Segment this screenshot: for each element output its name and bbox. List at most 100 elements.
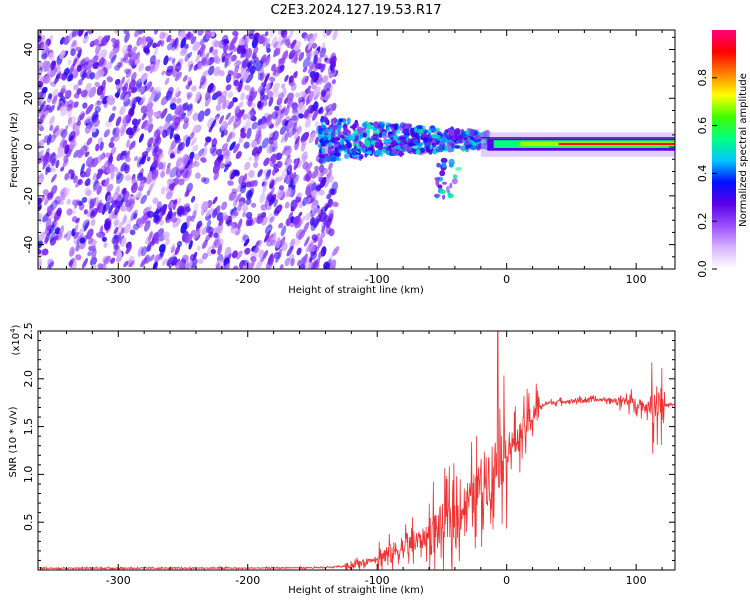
heatmap-cell [201, 225, 210, 235]
x-tick-label: -200 [235, 273, 260, 286]
heatmap-cell [190, 215, 195, 222]
heatmap-cell [113, 226, 119, 235]
heatmap-cell [43, 236, 49, 245]
heatmap-cell [347, 135, 352, 141]
heatmap-cell [132, 223, 140, 231]
heatmap-cell [251, 37, 259, 49]
snr-scale-exponent: 4 [9, 328, 17, 333]
heatmap-cell [96, 199, 102, 207]
heatmap-cell [344, 153, 350, 160]
heatmap-cell [94, 69, 103, 80]
heatmap-cell [317, 107, 324, 115]
heatmap-cell [153, 136, 162, 148]
heatmap-cell [311, 32, 318, 43]
heatmap-cell [289, 30, 294, 38]
heatmap-cell [378, 132, 383, 138]
heatmap-cell [429, 145, 433, 150]
heatmap-cell [240, 127, 245, 134]
heatmap-cell [181, 168, 189, 178]
heatmap-cell [86, 156, 93, 165]
heatmap-cell [193, 251, 198, 260]
heatmap-cell [141, 246, 148, 257]
y-tick-label: 0 [22, 144, 35, 151]
heatmap-cell [92, 55, 99, 64]
heatmap-cell [59, 49, 66, 60]
heatmap-cell [311, 189, 319, 199]
heatmap-cell [242, 71, 249, 82]
heatmap-cell [170, 256, 178, 266]
heatmap-cell [169, 153, 176, 159]
heatmap-cell [253, 161, 259, 168]
heatmap-cell [51, 157, 56, 167]
heatmap-cell [320, 63, 326, 73]
heatmap-cell [144, 220, 151, 232]
heatmap-cell [396, 129, 401, 134]
heatmap-cell [233, 143, 240, 154]
heatmap-cell [243, 141, 250, 149]
heatmap-cell [271, 155, 277, 165]
heatmap-cell [120, 126, 127, 137]
heatmap-cell [257, 72, 263, 81]
heatmap-cell [329, 188, 335, 195]
heatmap-cell [49, 115, 55, 125]
heatmap-cell [147, 137, 154, 147]
heatmap-cell [372, 130, 380, 135]
spectrogram-x-label: Height of straight line (km) [288, 285, 424, 296]
heatmap-cell [128, 255, 135, 263]
heatmap-cell [73, 84, 79, 91]
heatmap-cell [453, 174, 458, 180]
heatmap-cell [181, 31, 186, 38]
heatmap-cell [68, 142, 76, 150]
heatmap-cell [225, 112, 231, 120]
heatmap-cell [108, 204, 114, 214]
heatmap-cell [246, 261, 255, 269]
heatmap-cell [224, 129, 228, 136]
heatmap-cell [439, 170, 446, 177]
heatmap-cell [220, 131, 225, 138]
heatmap-cell [46, 67, 52, 78]
heatmap-cell [310, 250, 318, 260]
heatmap-cell [39, 213, 44, 224]
heatmap-cell [120, 205, 127, 212]
heatmap-cell [221, 201, 228, 211]
heatmap-cell [66, 208, 73, 216]
heatmap-cell [244, 247, 251, 255]
spectrogram-y-label: Frequency (Hz) [9, 112, 20, 188]
heatmap-cell [307, 38, 313, 50]
heatmap-cell [240, 92, 245, 101]
heatmap-cell [229, 131, 236, 139]
heatmap-cell [200, 57, 208, 66]
snr-ticks: -300 -200 -100 0 100 0.5 1.0 1.5 2.0 2.5 [22, 322, 675, 587]
heatmap-cell [120, 227, 125, 235]
heatmap-cell [145, 65, 151, 72]
heatmap-cell [120, 150, 128, 161]
heatmap-cell [46, 133, 52, 146]
heatmap-cell [131, 103, 136, 111]
heatmap-cell [233, 265, 239, 269]
heatmap-cell [237, 218, 243, 230]
heatmap-cell [130, 72, 137, 82]
heatmap-cell [183, 134, 189, 143]
heatmap-cell [328, 228, 335, 237]
heatmap-cell [224, 57, 229, 69]
heatmap-cell [241, 58, 249, 69]
heatmap-cell [54, 235, 59, 241]
heatmap-cell [130, 141, 136, 149]
heatmap-cell [260, 256, 265, 262]
heatmap-cell [284, 201, 290, 209]
heatmap-cell [96, 232, 103, 238]
heatmap-cell [57, 92, 64, 98]
heatmap-cell [47, 191, 54, 201]
heatmap-cell [328, 71, 334, 79]
heatmap-cell [197, 30, 204, 36]
heatmap-cell [43, 75, 51, 84]
x-tick-label: -100 [365, 273, 390, 286]
heatmap-cell [291, 115, 298, 121]
heatmap-cell [307, 104, 315, 114]
heatmap-cell [177, 178, 185, 186]
heatmap-cell [174, 104, 182, 114]
heatmap-cell [160, 170, 166, 178]
heatmap-cell [118, 221, 123, 230]
heatmap-cell [267, 233, 274, 242]
